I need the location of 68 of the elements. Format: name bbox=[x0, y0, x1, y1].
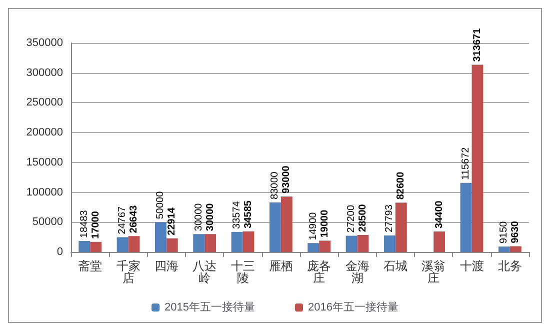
data-label: 17000 bbox=[90, 210, 102, 239]
bar bbox=[384, 235, 396, 252]
data-label: 83000 bbox=[270, 171, 281, 200]
data-label: 26643 bbox=[128, 204, 140, 234]
y-tick-label: 250000 bbox=[26, 96, 63, 109]
data-label: 24767 bbox=[117, 206, 128, 234]
bar bbox=[193, 234, 205, 252]
data-label: 82600 bbox=[396, 171, 407, 200]
data-label: 22914 bbox=[166, 207, 178, 236]
x-tick-label: 庞各庄 bbox=[307, 259, 332, 285]
bar bbox=[498, 246, 510, 252]
x-tick-label: 雁栖 bbox=[268, 259, 293, 273]
x-tick-label: 北务 bbox=[498, 259, 522, 273]
bar bbox=[510, 246, 522, 252]
bar bbox=[154, 222, 166, 252]
data-label: 34400 bbox=[434, 200, 445, 228]
data-label: 33574 bbox=[232, 200, 243, 229]
x-tick-label: 四海 bbox=[154, 259, 178, 273]
bar bbox=[434, 231, 446, 252]
x-tick-label: 十三陵 bbox=[230, 259, 255, 285]
x-tick-label: 八达岭 bbox=[192, 259, 217, 285]
bar bbox=[346, 236, 358, 252]
x-tick-label: 十渡 bbox=[460, 259, 484, 273]
bar bbox=[116, 237, 128, 252]
bar bbox=[204, 234, 216, 252]
data-label: 14900 bbox=[308, 212, 319, 240]
bar bbox=[308, 243, 320, 252]
bar bbox=[280, 196, 292, 252]
data-label: 9150 bbox=[498, 220, 510, 244]
data-label: 115672 bbox=[460, 146, 472, 180]
data-label: 27793 bbox=[384, 204, 396, 232]
y-tick-label: 200000 bbox=[26, 126, 63, 139]
data-label: 30000 bbox=[193, 202, 204, 232]
bar bbox=[166, 238, 178, 252]
bar bbox=[319, 240, 331, 252]
data-label: 18483 bbox=[78, 210, 90, 238]
data-label: 93000 bbox=[281, 165, 292, 194]
y-tick-label: 50000 bbox=[32, 216, 63, 228]
y-tick-label: 350000 bbox=[26, 37, 63, 49]
bar bbox=[460, 182, 472, 252]
x-tick-label: 石城 bbox=[383, 259, 408, 273]
bar bbox=[242, 231, 254, 252]
data-label: 27200 bbox=[346, 204, 358, 233]
bar bbox=[269, 202, 281, 252]
y-tick-label: 0 bbox=[56, 246, 63, 258]
y-tick-label: 300000 bbox=[26, 66, 63, 79]
bar bbox=[128, 236, 140, 252]
legend-label: 2016年五一接待量 bbox=[308, 300, 398, 314]
data-label: 19000 bbox=[319, 209, 330, 238]
x-tick-label: 金海湖 bbox=[345, 259, 370, 285]
x-tick-label: 溪翁庄 bbox=[422, 259, 446, 285]
x-tick-label: 斋堂 bbox=[78, 259, 102, 273]
data-label: 28500 bbox=[357, 204, 368, 232]
legend-label: 2015年五一接待量 bbox=[164, 300, 256, 314]
data-label: 34585 bbox=[242, 200, 254, 228]
bar bbox=[231, 232, 243, 252]
bar bbox=[78, 240, 90, 252]
x-tick-label: 千家店 bbox=[116, 259, 140, 285]
data-label: 50000 bbox=[155, 190, 166, 220]
bar bbox=[357, 234, 369, 252]
bar bbox=[472, 64, 484, 252]
bar bbox=[90, 242, 102, 252]
data-label: 313671 bbox=[472, 28, 483, 62]
y-tick-label: 150000 bbox=[26, 156, 63, 168]
bar bbox=[395, 202, 407, 252]
y-tick-label: 100000 bbox=[26, 186, 63, 198]
data-label: 30000 bbox=[204, 202, 216, 232]
data-label: 9630 bbox=[510, 220, 522, 244]
